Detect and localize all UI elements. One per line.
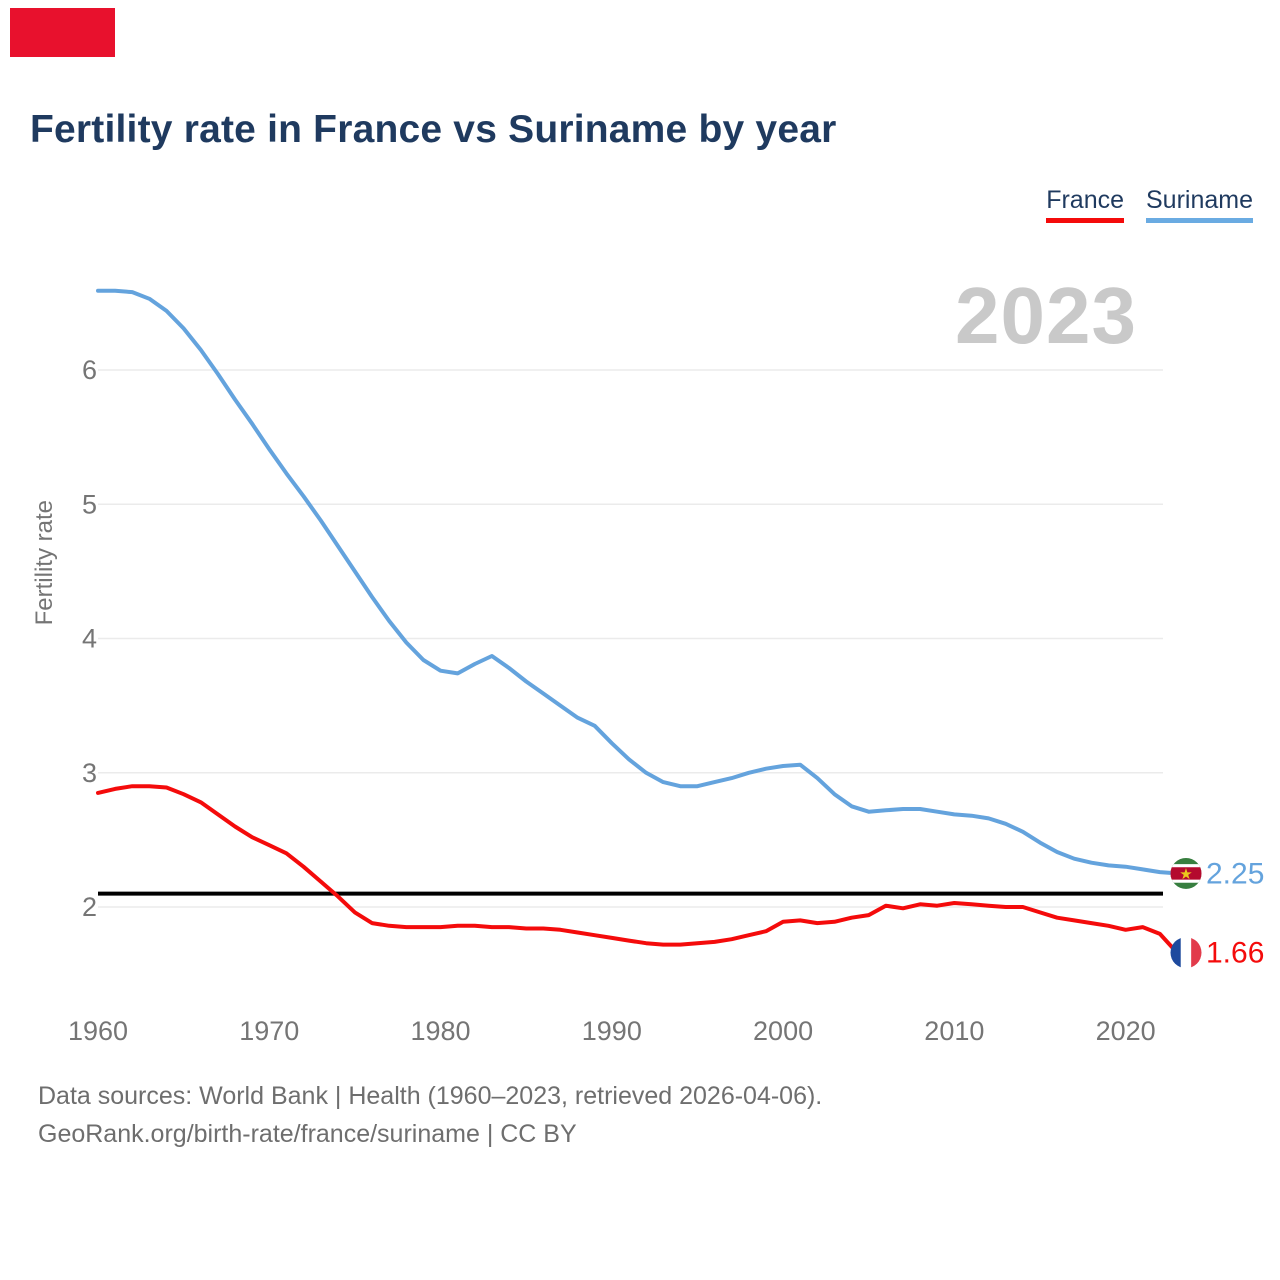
x-tick-label: 1960 [68, 1016, 128, 1046]
france-flag-icon [1170, 937, 1202, 969]
year-watermark: 2023 [955, 271, 1137, 360]
legend-item-suriname[interactable]: Suriname [1146, 186, 1253, 223]
legend: France Suriname [1046, 186, 1253, 223]
legend-item-france[interactable]: France [1046, 186, 1124, 223]
legend-label-france: France [1046, 186, 1124, 214]
red-marker [10, 8, 115, 57]
y-tick-label: 5 [82, 489, 97, 519]
flag-star: ★ [1179, 866, 1192, 883]
suriname-end-value-label: 2.25 [1206, 857, 1264, 890]
source-line-1: Data sources: World Bank | Health (1960–… [38, 1082, 823, 1110]
y-tick-label: 2 [82, 892, 97, 922]
flag-band [1170, 867, 1202, 880]
flag-band [1180, 937, 1192, 969]
legend-label-suriname: Suriname [1146, 186, 1253, 214]
x-tick-label: 1970 [239, 1016, 299, 1046]
suriname-flag-icon: ★ [1170, 857, 1202, 889]
x-tick-label: 2010 [924, 1016, 984, 1046]
france-line [96, 784, 1179, 955]
flag-band [1191, 937, 1202, 969]
suriname-line [96, 288, 1179, 876]
chart-title: Fertility rate in France vs Suriname by … [30, 108, 837, 151]
x-tick-label: 2000 [753, 1016, 813, 1046]
x-tick-label: 1990 [582, 1016, 642, 1046]
y-axis-label: Fertility rate [31, 500, 58, 626]
source-line-2: GeoRank.org/birth-rate/france/suriname |… [38, 1120, 577, 1148]
x-tick-label: 2020 [1096, 1016, 1156, 1046]
x-tick-label: 1980 [411, 1016, 471, 1046]
flag-band [1170, 937, 1181, 969]
source-attribution: Data sources: World Bank | Health (1960–… [38, 1077, 822, 1153]
y-tick-label: 4 [82, 624, 97, 654]
y-tick-label: 6 [82, 355, 97, 385]
france-end-value-label: 1.66 [1206, 937, 1264, 970]
y-tick-label: 3 [82, 758, 97, 788]
